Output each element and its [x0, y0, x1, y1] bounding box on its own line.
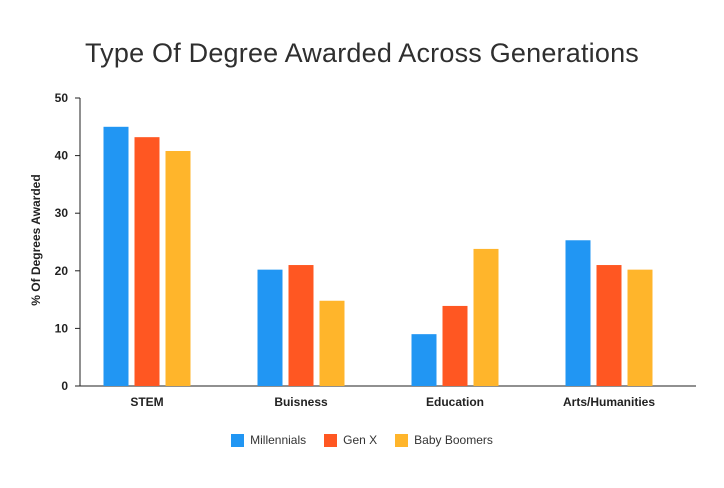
chart-title: Type Of Degree Awarded Across Generation…	[84, 38, 639, 68]
y-tick-label: 40	[55, 149, 69, 163]
bar-millennials	[257, 269, 283, 386]
bar-millennials	[411, 334, 437, 386]
bar-baby-boomers	[319, 300, 345, 386]
x-tick-label: Arts/Humanities	[563, 395, 655, 409]
bar-baby-boomers	[627, 269, 653, 386]
bar-millennials	[103, 126, 129, 387]
bar-gen-x	[442, 305, 468, 386]
bar-baby-boomers	[473, 248, 499, 386]
legend-label: Millennials	[250, 433, 307, 447]
bar-baby-boomers	[165, 150, 191, 386]
legend-item: Millennials	[231, 433, 306, 447]
x-tick-label: STEM	[130, 395, 163, 409]
y-tick-label: 50	[55, 91, 69, 105]
legend-label: Baby Boomers	[414, 433, 493, 447]
y-tick-label: 10	[55, 321, 69, 335]
bar-millennials	[565, 240, 591, 386]
y-tick-label: 20	[55, 264, 69, 278]
bar-gen-x	[134, 137, 160, 386]
legend-item: Gen X	[324, 433, 377, 447]
x-tick-label: Education	[426, 395, 484, 409]
y-tick-label: 30	[55, 206, 69, 220]
bar-gen-x	[596, 265, 622, 386]
legend-label: Gen X	[343, 433, 378, 447]
x-tick-label: Buisness	[274, 395, 328, 409]
chart-legend: Millennials Gen X Baby Boomers	[0, 433, 724, 447]
legend-swatch	[324, 433, 338, 447]
legend-swatch	[231, 433, 245, 447]
bar-gen-x	[288, 265, 314, 386]
legend-swatch	[395, 433, 409, 447]
legend-item: Baby Boomers	[395, 433, 493, 447]
y-tick-label: 0	[61, 379, 68, 393]
